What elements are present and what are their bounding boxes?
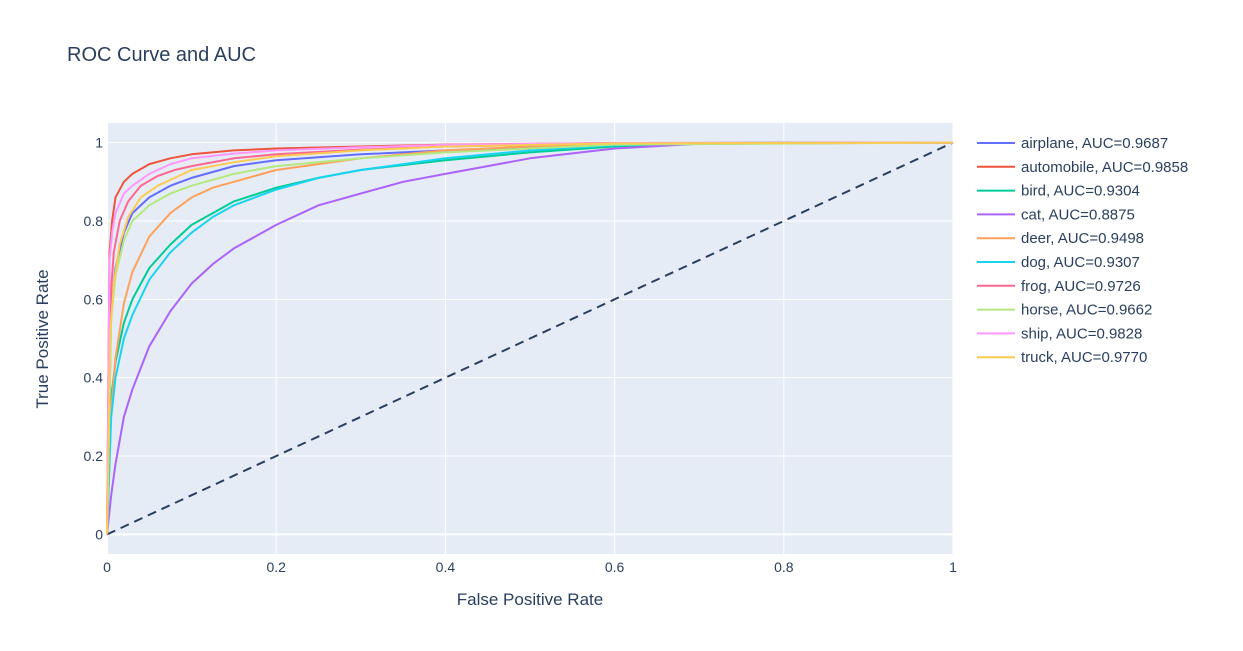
legend-item[interactable]: horse, AUC=0.9662	[977, 302, 1152, 319]
series-line-4	[106, 141, 954, 535]
series-line-3	[106, 141, 954, 535]
x-tick-label: 0.8	[774, 559, 794, 575]
series-lines	[106, 141, 954, 536]
legend-label: ship, AUC=0.9828	[1021, 325, 1142, 342]
y-tick-label: 1	[95, 135, 103, 151]
legend-item[interactable]: truck, AUC=0.9770	[977, 349, 1147, 366]
x-tick-label: 1	[949, 559, 957, 575]
x-tick-label: 0.2	[266, 559, 286, 575]
x-tick-label: 0	[103, 559, 111, 575]
legend-item[interactable]: automobile, AUC=0.9858	[977, 159, 1188, 176]
reference-diagonal-line	[106, 141, 954, 536]
legend-label: automobile, AUC=0.9858	[1021, 159, 1188, 176]
chart-title: ROC Curve and AUC	[67, 44, 256, 66]
legend-label: deer, AUC=0.9498	[1021, 230, 1144, 247]
legend-item[interactable]: frog, AUC=0.9726	[977, 278, 1141, 295]
legend-label: frog, AUC=0.9726	[1021, 278, 1141, 295]
y-tick-label: 0	[95, 526, 103, 542]
x-axis-title: False Positive Rate	[457, 590, 603, 609]
y-tick-label: 0.2	[84, 448, 104, 464]
y-axis-ticks: 0 0.2 0.4 0.6 0.8 1	[84, 135, 104, 543]
legend-item[interactable]: deer, AUC=0.9498	[977, 230, 1144, 247]
y-axis-title: True Positive Rate	[33, 269, 52, 408]
series-line-9	[106, 141, 954, 535]
legend[interactable]: airplane, AUC=0.9687 automobile, AUC=0.98…	[977, 135, 1188, 366]
legend-item[interactable]: dog, AUC=0.9307	[977, 254, 1140, 271]
legend-label: truck, AUC=0.9770	[1021, 349, 1147, 366]
x-tick-label: 0.6	[605, 559, 625, 575]
series-line-8	[106, 141, 954, 535]
legend-item[interactable]: ship, AUC=0.9828	[977, 325, 1142, 342]
legend-label: dog, AUC=0.9307	[1021, 254, 1140, 271]
legend-label: cat, AUC=0.8875	[1021, 206, 1135, 223]
series-line-2	[106, 141, 954, 535]
legend-item[interactable]: bird, AUC=0.9304	[977, 183, 1140, 200]
y-tick-label: 0.6	[84, 291, 104, 307]
y-tick-label: 0.8	[84, 213, 104, 229]
legend-item[interactable]: airplane, AUC=0.9687	[977, 135, 1168, 152]
legend-label: horse, AUC=0.9662	[1021, 302, 1152, 319]
x-tick-label: 0.4	[436, 559, 456, 575]
series-line-7	[106, 141, 954, 535]
series-line-5	[106, 141, 954, 535]
legend-label: bird, AUC=0.9304	[1021, 183, 1140, 200]
legend-item[interactable]: cat, AUC=0.8875	[977, 206, 1135, 223]
x-axis-ticks: 0 0.2 0.4 0.6 0.8 1	[103, 559, 957, 575]
y-tick-label: 0.4	[84, 370, 104, 386]
legend-label: airplane, AUC=0.9687	[1021, 135, 1168, 152]
